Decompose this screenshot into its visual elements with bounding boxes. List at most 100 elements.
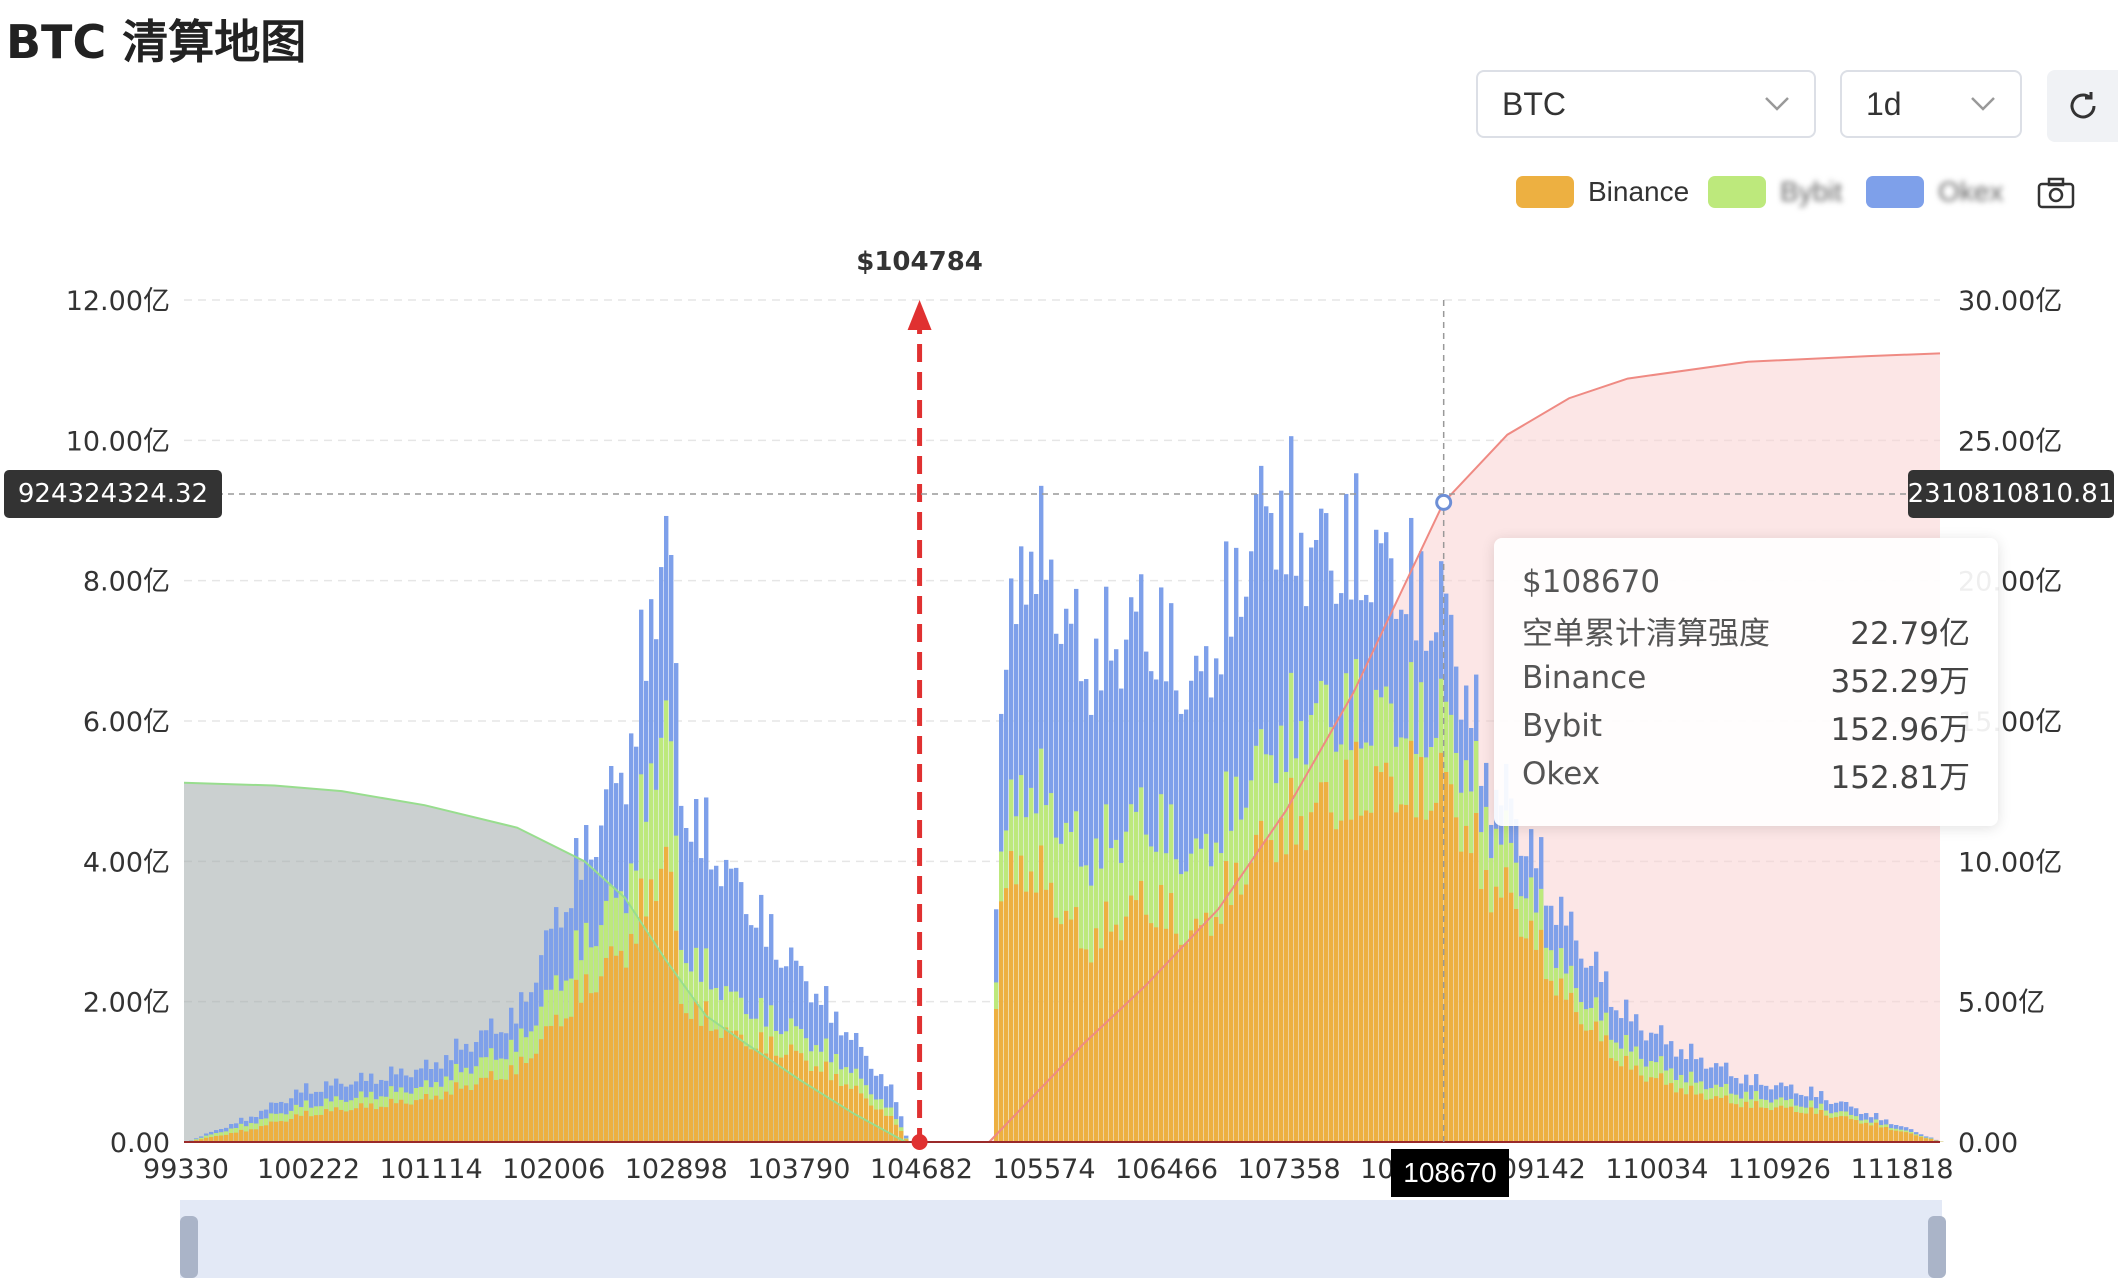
y-left-tick-label: 10.00亿 [66,426,170,457]
bar-binance [1439,752,1444,1142]
bar-binance [529,1058,534,1142]
bar-binance [1869,1125,1874,1142]
bar-binance [669,871,674,1142]
bar-binance [1389,776,1394,1142]
bar-binance [1399,804,1404,1142]
bar-binance [254,1129,259,1142]
bar-binance [344,1111,349,1142]
bar-binance [219,1135,224,1142]
bar-binance [354,1108,359,1142]
legend-item-bybit[interactable]: Bybit [1708,176,1842,208]
bar-binance [444,1091,449,1142]
bar-binance [879,1109,884,1142]
bar-binance [359,1103,364,1142]
bar-binance [1899,1131,1904,1142]
bar-binance [1324,782,1329,1142]
bar-binance [224,1134,229,1142]
bar-binance [244,1131,249,1142]
bar-binance [704,1001,709,1142]
bar-binance [1599,1041,1604,1142]
bar-binance [1764,1108,1769,1142]
refresh-button[interactable] [2047,70,2118,142]
tooltip-row: 空单累计清算强度 22.79亿 [1522,615,1970,652]
bar-binance [849,1088,854,1142]
x-tick-label: 111818 [1850,1154,1953,1185]
bar-binance [299,1115,304,1142]
current-price-label: $104784 [856,247,983,277]
bar-binance [1589,1030,1594,1142]
bar-binance [384,1107,389,1142]
bar-binance [664,846,669,1142]
bar-binance [1624,1055,1629,1142]
bar-binance [1654,1078,1659,1142]
legend-item-okex[interactable]: Okex [1866,176,2003,208]
interval-select[interactable]: 1d [1840,70,2022,138]
bar-binance [459,1088,464,1142]
bar-binance [569,1016,574,1142]
bar-binance [1754,1101,1759,1142]
bar-binance [1549,980,1554,1142]
bar-binance [1409,740,1414,1142]
bar-binance [1839,1116,1844,1142]
legend-label: Okex [1938,176,2004,207]
bar-binance [229,1133,234,1142]
bar-binance [1289,777,1294,1142]
bar-binance [584,974,589,1142]
bar-binance [1579,1024,1584,1142]
bar-binance [209,1136,214,1142]
bar-binance [1514,909,1519,1142]
bar-binance [894,1124,899,1142]
zoom-slider[interactable] [180,1200,1942,1278]
bar-binance [1314,802,1319,1142]
bar-binance [1904,1132,1909,1142]
y-right-tick-label: 5.00亿 [1958,988,2045,1019]
bar-binance [1089,962,1094,1142]
bar-binance [599,976,604,1142]
bar-binance [1264,839,1269,1142]
bar-binance [1309,812,1314,1142]
bar-binance [199,1139,204,1142]
bar-binance [1909,1133,1914,1142]
slider-handle-right[interactable] [1928,1216,1946,1278]
bar-binance [1344,759,1349,1142]
bar-binance [494,1079,499,1142]
y-right-tick-label: 0.00 [1958,1128,2018,1159]
bar-binance [364,1107,369,1142]
bar-binance [1864,1122,1869,1142]
bar-binance [1194,918,1199,1142]
bar-binance [369,1103,374,1142]
symbol-select[interactable]: BTC [1476,70,1816,138]
bar-binance [1124,916,1129,1142]
bar-binance [1669,1083,1674,1142]
save-image-button[interactable] [2036,176,2076,215]
bar-binance [1024,891,1029,1142]
bar-binance [1319,782,1324,1142]
bar-binance [1254,834,1259,1142]
bar-binance [814,1066,819,1142]
x-tick-label: 102006 [502,1154,605,1185]
bar-binance [739,1034,744,1142]
bar-binance [1379,772,1384,1142]
bar-binance [784,1054,789,1142]
bar-binance [449,1094,454,1142]
bar-binance [1924,1138,1929,1142]
bar-binance [1229,905,1234,1142]
bar-binance [1504,867,1509,1142]
bar-binance [614,955,619,1142]
bar-binance [1329,812,1334,1142]
legend-item-binance[interactable]: Binance [1516,176,1689,208]
bar-binance [334,1107,339,1142]
bar-binance [414,1100,419,1142]
bar-binance [699,1025,704,1142]
bar-binance [714,1029,719,1142]
bar-binance [1874,1122,1879,1142]
bar-binance [419,1099,424,1142]
bar-binance [1169,893,1174,1142]
bar-binance [1689,1085,1694,1142]
bar-binance [1884,1126,1889,1142]
slider-handle-left[interactable] [180,1216,198,1278]
bar-binance [1179,944,1184,1142]
bar-binance [424,1094,429,1142]
y-right-tick-label: 30.00亿 [1958,286,2062,317]
bar-binance [464,1085,469,1142]
